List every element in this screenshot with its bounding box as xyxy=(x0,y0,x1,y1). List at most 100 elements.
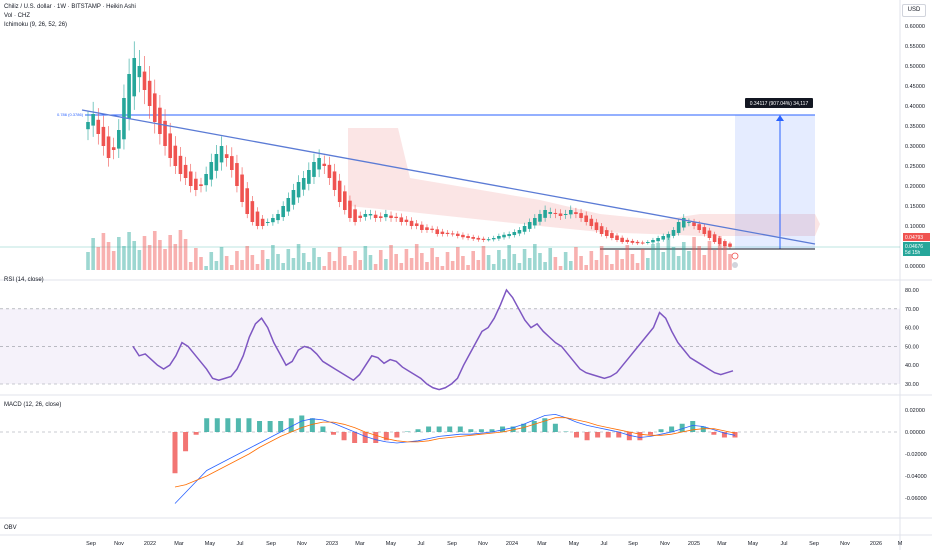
candle-body xyxy=(255,211,260,226)
candle-body xyxy=(188,171,193,186)
macd-histogram-bar xyxy=(204,418,210,432)
macd-line xyxy=(174,413,736,504)
volume-bar xyxy=(101,233,106,270)
candle-body xyxy=(527,222,532,229)
volume-bar xyxy=(368,255,373,270)
time-tick-label: 2023 xyxy=(326,541,338,547)
candle-body xyxy=(394,216,398,218)
candle-body xyxy=(425,227,429,230)
volume-bar xyxy=(502,259,506,270)
symbol-title[interactable]: Chiliz / U.S. dollar · 1W · BITSTAMP · H… xyxy=(4,4,136,10)
candle-body xyxy=(199,184,203,186)
macd-title: MACD (12, 26, close) xyxy=(4,402,61,408)
candle-body xyxy=(579,213,583,218)
volume-bar xyxy=(461,256,465,270)
candle-body xyxy=(271,218,275,223)
time-tick-label: Nov xyxy=(114,541,124,547)
candle-body xyxy=(481,238,486,240)
time-tick-label: Mar xyxy=(174,541,184,547)
measure-label: 0.34117 (907.04%) 34,117 xyxy=(750,101,809,107)
currency-button[interactable]: USD xyxy=(902,4,926,17)
volume-bar xyxy=(389,245,393,270)
price-tick-label: 0.60000 xyxy=(905,24,925,30)
volume-bar xyxy=(235,251,239,270)
candle-body xyxy=(158,107,162,134)
macd-histogram-bar xyxy=(183,432,189,452)
candle-body xyxy=(692,222,696,226)
macd-histogram-bar xyxy=(352,432,358,443)
time-tick-label: Sep xyxy=(628,541,638,547)
macd-histogram-bar xyxy=(330,432,336,435)
volume-bar xyxy=(471,251,475,270)
volume-bar xyxy=(152,231,157,270)
signal-line xyxy=(174,417,736,488)
candle-body xyxy=(697,224,701,230)
candle-body xyxy=(178,155,183,174)
countdown-badge: 5d 15h xyxy=(905,250,921,256)
macd-histogram-bar xyxy=(373,432,379,443)
candle-body xyxy=(512,232,517,236)
candle-body xyxy=(635,241,640,244)
candle-body xyxy=(96,119,101,134)
candle-body xyxy=(558,213,563,216)
candle-body xyxy=(301,178,306,190)
macd-histogram-bar xyxy=(426,426,432,432)
candle-body xyxy=(91,114,95,126)
candle-body xyxy=(543,210,547,218)
candle-body xyxy=(455,233,460,236)
candle-body xyxy=(235,163,239,186)
volume-bar xyxy=(178,230,183,270)
volume-bar xyxy=(723,245,727,270)
candle-body xyxy=(332,171,337,190)
price-tick-label: 0.55000 xyxy=(905,44,925,50)
time-tick-label: Nov xyxy=(660,541,670,547)
volume-bar xyxy=(281,263,285,270)
ichimoku-legend[interactable]: Ichimoku (9, 26, 52, 26) xyxy=(4,22,68,28)
candle-body xyxy=(348,200,352,218)
candle-body xyxy=(204,174,208,186)
candle-body xyxy=(538,214,542,222)
candle-body xyxy=(291,190,296,205)
candle-body xyxy=(214,154,219,171)
macd-histogram-bar xyxy=(383,432,389,441)
candle-body xyxy=(194,178,198,190)
candle-body xyxy=(723,241,727,246)
candle-body xyxy=(610,233,614,238)
price-tick-label: 0.35000 xyxy=(905,124,925,130)
candle-body xyxy=(445,232,450,234)
volume-legend[interactable]: Vol · CHZ xyxy=(4,13,31,19)
price-tick-label: 0.00000 xyxy=(905,264,925,270)
time-tick-label: Mar xyxy=(717,541,727,547)
volume-bar xyxy=(409,258,414,270)
volume-bar xyxy=(445,252,450,270)
volume-bar xyxy=(425,262,429,270)
candle-body xyxy=(245,188,250,214)
candle-body xyxy=(568,210,573,215)
candle-body xyxy=(435,229,440,234)
candle-body xyxy=(230,156,234,170)
candle-body xyxy=(486,239,491,241)
candle-body xyxy=(533,218,537,226)
macd-histogram-bar xyxy=(679,423,685,432)
candle-body xyxy=(127,74,131,119)
volume-bar xyxy=(147,245,152,270)
volume-bar xyxy=(332,261,337,270)
candle-body xyxy=(625,239,630,242)
volume-bar xyxy=(579,256,583,270)
candle-body xyxy=(276,214,280,221)
candle-body xyxy=(286,198,291,212)
macd-tick-label: 0.02000 xyxy=(905,408,925,414)
macd-histogram-bar xyxy=(278,421,284,432)
fib-level-label: 0.786 (0.3786) xyxy=(57,112,84,117)
candle-body xyxy=(491,238,496,240)
volume-bar xyxy=(517,263,522,270)
volume-bar xyxy=(163,249,167,270)
volume-bar xyxy=(384,259,388,270)
volume-bar xyxy=(204,266,208,270)
volume-bar xyxy=(692,237,696,270)
candle-body xyxy=(132,58,137,97)
volume-bar xyxy=(440,266,445,270)
volume-bar xyxy=(610,264,614,270)
candle-body xyxy=(265,222,270,223)
